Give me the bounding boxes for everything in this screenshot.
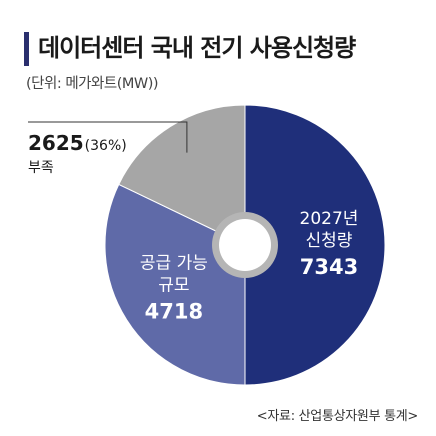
slice-category-label-1: 공급 가능	[140, 254, 208, 274]
chart-title: 데이터센터 국내 전기 사용신청량	[38, 34, 356, 62]
source-note: <자료: 산업통상자원부 통계>	[256, 409, 419, 424]
slice-category-label-2: 부족	[28, 160, 54, 176]
chart-unit-label: (단위: 메가와트(MW))	[26, 76, 159, 92]
pie-slice-2	[118, 104, 246, 246]
slice-category-label-1: 규모	[158, 276, 189, 296]
pie-slice-0	[244, 104, 386, 386]
slice-value-label-2: 2625(36%)	[28, 131, 127, 155]
pie-slice-1	[104, 183, 246, 386]
callout-leader-line	[28, 121, 188, 153]
slice-category-label-0: 신청량	[306, 231, 353, 251]
slice-category-label-0: 2027년	[300, 209, 359, 229]
slice-value-label-0: 7343	[300, 255, 358, 279]
title-accent-bar	[24, 32, 29, 66]
donut-hole	[219, 219, 271, 271]
slice-value-label-1: 4718	[145, 300, 203, 324]
